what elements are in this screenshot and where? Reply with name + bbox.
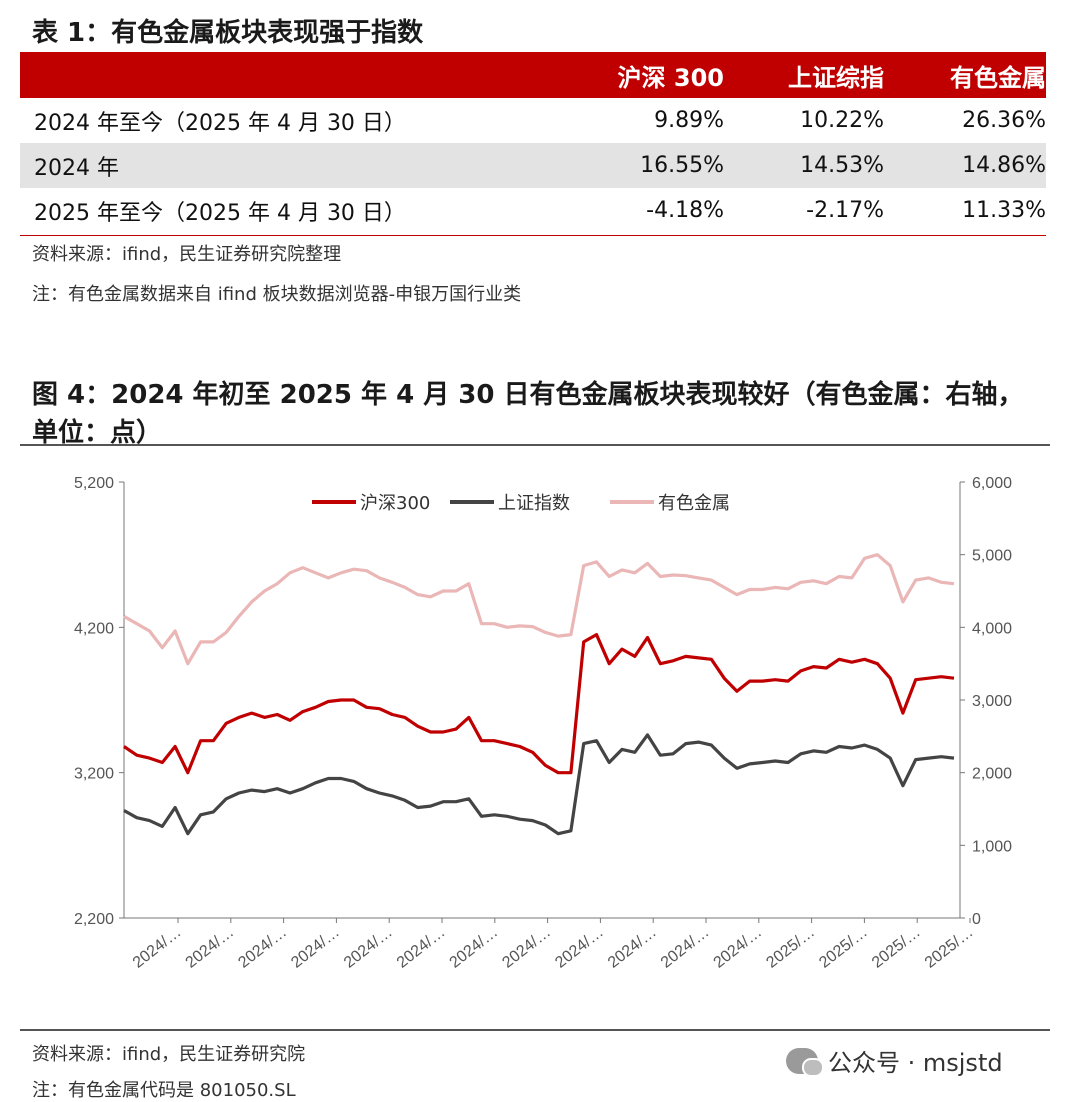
x-tick-label: 2024/… (341, 924, 396, 972)
figure-note: 注：有色金属代码是 801050.SL (32, 1080, 296, 1101)
watermark-text: 公众号 · msjstd (828, 1049, 1003, 1077)
table-source: 资料来源：ifind，民生证券研究院整理 (32, 244, 342, 265)
performance-table: 沪深 300 上证综指 有色金属 2024 年至今（2025 年 4 月 30 … (20, 52, 1046, 236)
table-row: 2025 年至今（2025 年 4 月 30 日） -4.18% -2.17% … (20, 188, 1046, 233)
x-tick-label: 2025/… (922, 924, 977, 972)
x-tick-label: 2024/… (605, 924, 660, 972)
cell-value: 11.33% (962, 198, 1046, 223)
figure-source: 资料来源：ifind，民生证券研究院 (32, 1044, 306, 1065)
legend-label: 有色金属 (658, 493, 730, 514)
series-line-1 (123, 733, 955, 836)
x-tick-label: 2024/… (658, 924, 713, 972)
header-cell-hs300: 沪深 300 (617, 63, 724, 92)
x-tick-label: 2024/… (288, 924, 343, 972)
row-label: 2024 年 (34, 155, 119, 181)
header-cell-shanghai: 上证综指 (788, 63, 884, 92)
x-tick-label: 2024/… (183, 924, 238, 972)
figure-title: 图 4：2024 年初至 2025 年 4 月 30 日有色金属板块表现较好（有… (32, 380, 1024, 448)
table-bottom-rule (20, 235, 1046, 236)
left-tick-label: 2,200 (74, 911, 114, 928)
cell-value: 9.89% (654, 108, 724, 133)
table-note: 注：有色金属数据来自 ifind 板块数据浏览器-申银万国行业类 (32, 284, 522, 305)
cell-value: -4.18% (646, 198, 724, 223)
cell-value: 14.53% (800, 153, 884, 178)
x-tick-label: 2024/… (394, 924, 449, 972)
legend-label: 上证指数 (498, 493, 570, 514)
line-chart: 2,200 3,200 4,200 5,200 0 1,000 2,000 3,000 4,00… (74, 475, 1012, 972)
x-tick-label: 2024/… (130, 924, 185, 972)
table-row: 2024 年至今（2025 年 4 月 30 日） 9.89% 10.22% 2… (20, 98, 1046, 143)
right-tick-label: 1,000 (972, 838, 1012, 855)
x-tick-label: 2025/… (763, 924, 818, 972)
figure-bottom-rule (20, 1029, 1050, 1031)
x-tick-label: 2024/… (447, 924, 502, 972)
cell-value: 16.55% (640, 153, 724, 178)
x-tick-label: 2025/… (816, 924, 871, 972)
cell-value: 14.86% (962, 153, 1046, 178)
series-line-2 (123, 553, 955, 666)
watermark: 公众号 · msjstd (786, 1043, 1003, 1078)
right-tick-label: 5,000 (972, 548, 1012, 565)
figure-top-rule (20, 444, 1050, 446)
table-title: 表 1：有色金属板块表现强于指数 (32, 18, 424, 48)
x-tick-label: 2024/… (711, 924, 766, 972)
legend-label: 沪深300 (360, 493, 430, 514)
wechat-icon (786, 1047, 824, 1077)
right-tick-label: 2,000 (972, 766, 1012, 783)
row-label: 2025 年至今（2025 年 4 月 30 日） (34, 200, 406, 226)
row-label: 2024 年至今（2025 年 4 月 30 日） (34, 110, 406, 136)
cell-value: 26.36% (962, 108, 1046, 133)
left-tick-label: 3,200 (74, 766, 114, 783)
x-tick-label: 2024/… (552, 924, 607, 972)
x-tick-label: 2025/… (869, 924, 924, 972)
right-tick-label: 3,000 (972, 693, 1012, 710)
cell-value: -2.17% (806, 198, 884, 223)
left-tick-label: 5,200 (74, 475, 114, 492)
x-tick-label: 2024/… (235, 924, 290, 972)
series-line-0 (123, 633, 955, 775)
table-row: 2024 年 16.55% 14.53% 14.86% (20, 143, 1046, 188)
left-tick-label: 4,200 (74, 620, 114, 637)
header-cell-nonferrous: 有色金属 (950, 63, 1046, 92)
right-tick-label: 6,000 (972, 475, 1012, 492)
table-header-row: 沪深 300 上证综指 有色金属 (20, 52, 1046, 98)
right-tick-label: 0 (972, 911, 981, 928)
right-tick-label: 4,000 (972, 620, 1012, 637)
x-tick-label: 2024/… (499, 924, 554, 972)
cell-value: 10.22% (800, 108, 884, 133)
